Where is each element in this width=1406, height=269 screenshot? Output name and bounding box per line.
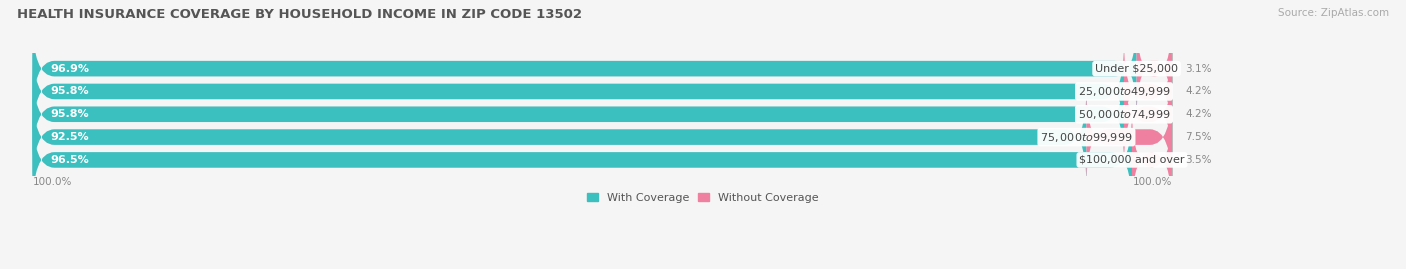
Text: 95.8%: 95.8% bbox=[51, 109, 89, 119]
FancyBboxPatch shape bbox=[32, 42, 1171, 141]
Text: 95.8%: 95.8% bbox=[51, 86, 89, 97]
Text: 96.5%: 96.5% bbox=[51, 155, 89, 165]
FancyBboxPatch shape bbox=[1087, 88, 1171, 186]
FancyBboxPatch shape bbox=[1123, 65, 1171, 164]
Text: $50,000 to $74,999: $50,000 to $74,999 bbox=[1078, 108, 1170, 121]
Text: 100.0%: 100.0% bbox=[1132, 177, 1171, 187]
FancyBboxPatch shape bbox=[1123, 42, 1171, 141]
FancyBboxPatch shape bbox=[32, 111, 1171, 209]
FancyBboxPatch shape bbox=[32, 19, 1171, 118]
Text: $75,000 to $99,999: $75,000 to $99,999 bbox=[1040, 131, 1133, 144]
Text: 92.5%: 92.5% bbox=[51, 132, 89, 142]
Text: $25,000 to $49,999: $25,000 to $49,999 bbox=[1078, 85, 1170, 98]
FancyBboxPatch shape bbox=[32, 19, 1136, 118]
FancyBboxPatch shape bbox=[32, 65, 1171, 164]
Text: 7.5%: 7.5% bbox=[1185, 132, 1212, 142]
FancyBboxPatch shape bbox=[32, 88, 1171, 186]
Text: 3.1%: 3.1% bbox=[1185, 64, 1212, 74]
Text: 4.2%: 4.2% bbox=[1185, 86, 1212, 97]
FancyBboxPatch shape bbox=[32, 88, 1087, 186]
Legend: With Coverage, Without Coverage: With Coverage, Without Coverage bbox=[582, 188, 824, 207]
FancyBboxPatch shape bbox=[32, 42, 1123, 141]
FancyBboxPatch shape bbox=[32, 111, 1132, 209]
Text: 4.2%: 4.2% bbox=[1185, 109, 1212, 119]
Text: Source: ZipAtlas.com: Source: ZipAtlas.com bbox=[1278, 8, 1389, 18]
Text: 3.5%: 3.5% bbox=[1185, 155, 1212, 165]
FancyBboxPatch shape bbox=[32, 65, 1123, 164]
Text: Under $25,000: Under $25,000 bbox=[1095, 64, 1178, 74]
FancyBboxPatch shape bbox=[1136, 19, 1171, 118]
Text: 96.9%: 96.9% bbox=[51, 64, 89, 74]
Text: 100.0%: 100.0% bbox=[32, 177, 72, 187]
FancyBboxPatch shape bbox=[1132, 111, 1171, 209]
Text: HEALTH INSURANCE COVERAGE BY HOUSEHOLD INCOME IN ZIP CODE 13502: HEALTH INSURANCE COVERAGE BY HOUSEHOLD I… bbox=[17, 8, 582, 21]
Text: $100,000 and over: $100,000 and over bbox=[1080, 155, 1185, 165]
